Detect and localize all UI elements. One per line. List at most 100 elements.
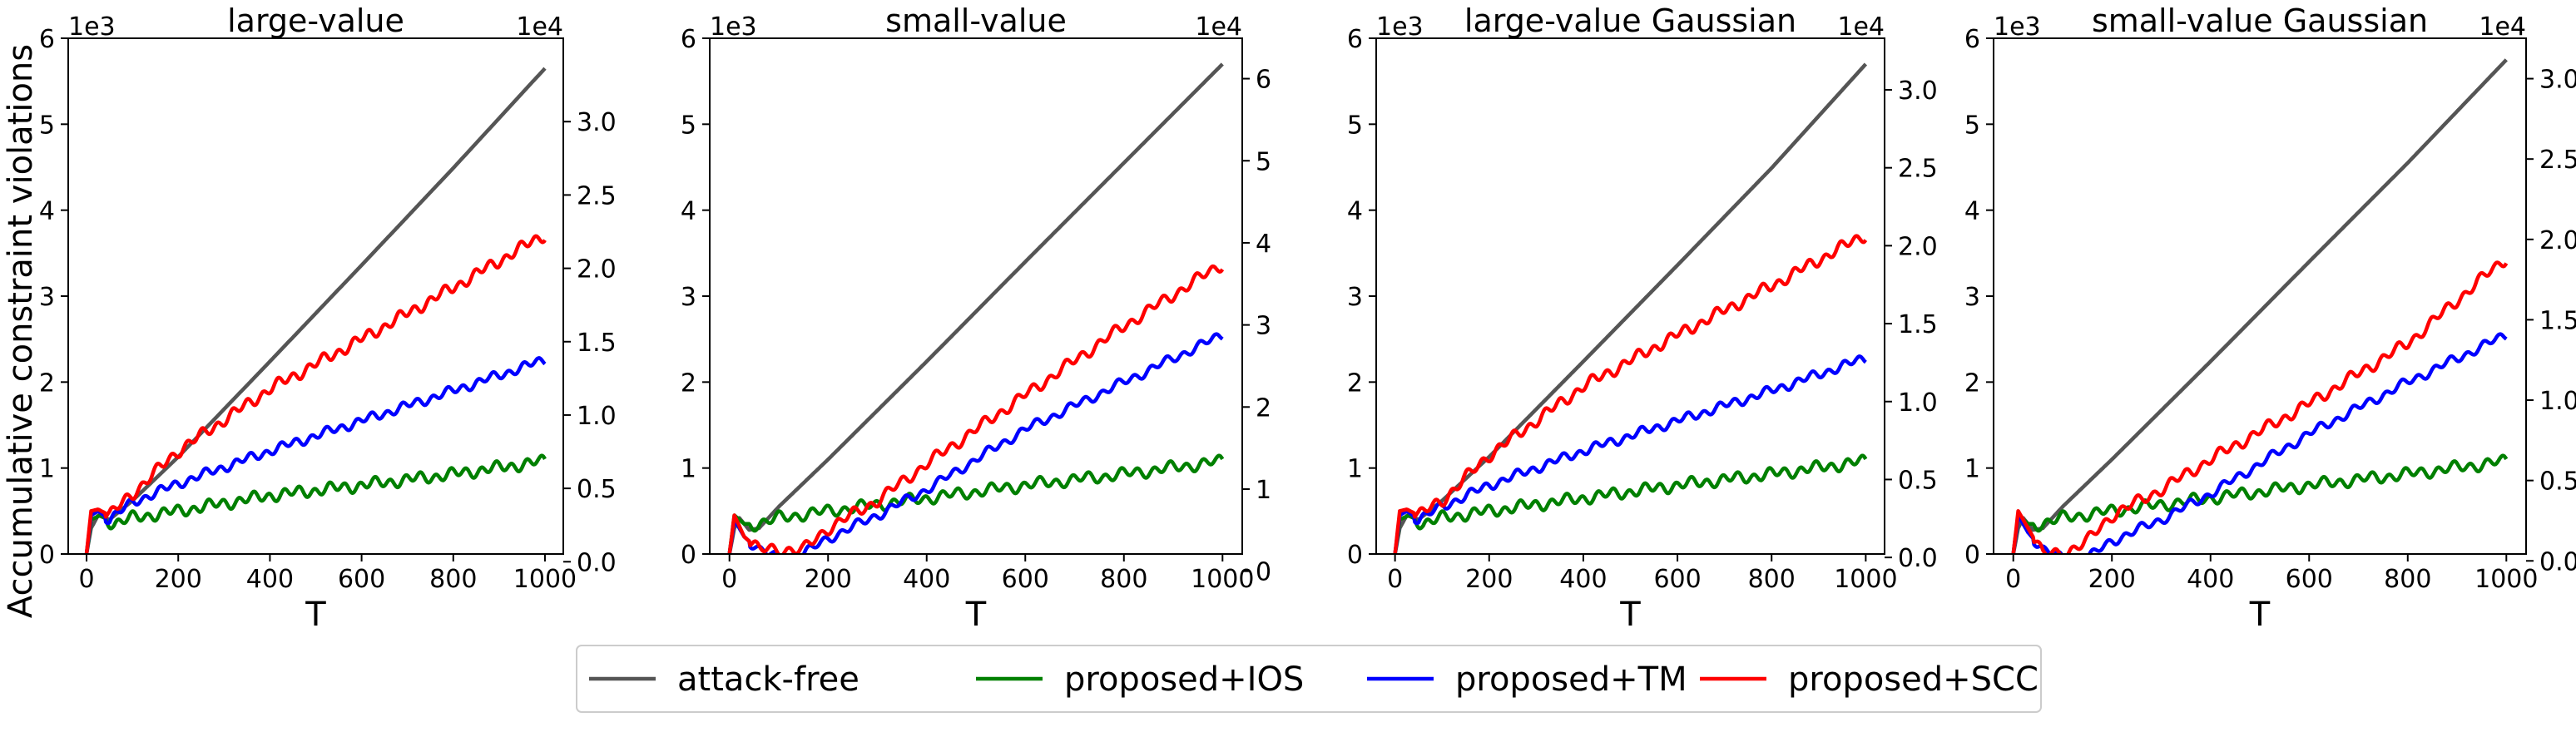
x-tick-label: 400 (903, 565, 950, 594)
secondary-y-tick-label: 0.5 (1898, 466, 1938, 495)
y-tick-label: 1 (681, 455, 696, 484)
y-tick-label: 1 (1347, 455, 1363, 484)
secondary-y-tick-label: 0.5 (577, 475, 617, 504)
y-tick-label: 5 (681, 111, 696, 140)
y-tick-label: 2 (39, 368, 55, 398)
x-tick-label: 400 (1559, 565, 1607, 594)
x-tick-label: 800 (2384, 565, 2431, 594)
secondary-y-tick-label: 3 (1256, 312, 1271, 341)
y-tick-label: 3 (1964, 283, 1980, 312)
x-tick-label: 400 (246, 565, 294, 594)
y-tick-label: 2 (681, 368, 696, 398)
panel-title: large-value Gaussian (1464, 2, 1796, 39)
legend-label: proposed+SCC (1788, 660, 2039, 699)
series-line-proposed+IOS (2011, 453, 2509, 554)
secondary-y-tick-label: 2.5 (1898, 155, 1938, 184)
series-line-proposed+SCC (2011, 260, 2509, 554)
x-tick-label: 1000 (1191, 565, 1254, 594)
y-tick-label: 4 (681, 197, 696, 226)
secondary-y-tick-label: 3.0 (2539, 66, 2576, 95)
secondary-y-tick-label: 1.5 (1898, 310, 1938, 339)
y-tick-label: 3 (681, 283, 696, 312)
secondary-y-tick-label: 3.0 (577, 108, 617, 137)
y-multiplier-label: 1e3 (1376, 12, 1424, 42)
x-tick-label: 0 (721, 565, 737, 594)
series-line-proposed+IOS (727, 453, 1225, 554)
panel-title: small-value (885, 2, 1067, 39)
x-tick-label: 200 (805, 565, 852, 594)
series-line-proposed+TM (2011, 332, 2508, 554)
secondary-y-tick-label: 5 (1256, 147, 1271, 176)
x-tick-label: 1000 (2474, 565, 2538, 594)
x-tick-label: 600 (1653, 565, 1701, 594)
plot-frame (1375, 37, 1885, 555)
x-tick-label: 400 (2187, 565, 2234, 594)
chart-panel-2: small-value 0 200 400 600 800 1000 T 0 1 2 3 4 5 6 1e3 0… (681, 2, 1271, 634)
legend-label: proposed+TM (1455, 660, 1687, 699)
x-tick-label: 200 (1465, 565, 1513, 594)
secondary-y-tick-label: 2.5 (2539, 146, 2576, 175)
x-tick-label: 800 (1748, 565, 1796, 594)
secondary-y-tick-label: 2.0 (1898, 232, 1938, 261)
chart-panel-3: large-value Gaussian 0 200 400 600 800 1000 T 0 1… (1347, 2, 1938, 634)
secondary-y-tick-label: 1.5 (2539, 306, 2576, 335)
y-tick-label: 1 (1964, 455, 1980, 484)
x-axis-label: T (1619, 596, 1641, 634)
secondary-y-tick-label: 2.0 (577, 255, 617, 284)
x-axis-label: T (965, 596, 987, 634)
x-tick-label: 0 (1387, 565, 1403, 594)
y-tick-label: 4 (1347, 197, 1363, 226)
x-axis-label: T (2249, 596, 2271, 634)
x-tick-label: 800 (1100, 565, 1147, 594)
series-line-proposed+SCC (84, 234, 547, 554)
secondary-y-tick-label: 6 (1256, 66, 1271, 95)
y-tick-label: 1 (39, 455, 55, 484)
series-line-attack-free (2011, 58, 2508, 554)
y-multiplier-label: 1e3 (1994, 12, 2041, 42)
chart-panel-1: large-value 0 200 400 600 800 1000 T 0 1 2 3 4 5 6 1e3 0… (39, 2, 617, 634)
x-axis-label: T (305, 596, 326, 634)
series-line-proposed+SCC (1393, 234, 1868, 554)
y-tick-label: 5 (1347, 111, 1363, 140)
series-line-proposed+TM (84, 356, 547, 554)
secondary-y-tick-label: 1.0 (2539, 387, 2576, 416)
legend-box (576, 645, 2042, 713)
x-tick-label: 600 (338, 565, 385, 594)
secondary-y-tick-label: 2 (1256, 393, 1271, 423)
secondary-y-tick-label: 0.0 (1898, 544, 1938, 573)
secondary-y-multiplier-label: 1e4 (516, 12, 563, 42)
secondary-y-multiplier-label: 1e4 (2479, 12, 2526, 42)
secondary-y-tick-label: 1.0 (1898, 388, 1938, 418)
panel-title: large-value (227, 2, 404, 39)
series-line-proposed+SCC (727, 264, 1225, 554)
y-tick-label: 6 (681, 25, 696, 54)
x-tick-label: 1000 (1834, 565, 1897, 594)
y-tick-label: 6 (1347, 25, 1363, 54)
y-tick-label: 0 (1347, 541, 1363, 570)
panel-title: small-value Gaussian (2092, 2, 2428, 39)
y-tick-label: 5 (1964, 111, 1980, 140)
y-tick-label: 0 (681, 541, 696, 570)
y-tick-label: 3 (39, 283, 55, 312)
secondary-y-tick-label: 4 (1256, 230, 1271, 259)
x-tick-label: 0 (2005, 565, 2021, 594)
legend-label: proposed+IOS (1064, 660, 1304, 699)
y-tick-label: 6 (1964, 25, 1980, 54)
secondary-y-tick-label: 2.0 (2539, 226, 2576, 255)
x-tick-label: 1000 (513, 565, 577, 594)
legend-label: attack-free (677, 660, 859, 699)
series-line-proposed+IOS (84, 453, 547, 554)
x-tick-label: 200 (155, 565, 202, 594)
secondary-y-tick-label: 2.5 (577, 181, 617, 210)
secondary-y-tick-label: 0.0 (577, 548, 617, 577)
series-line-proposed+TM (727, 332, 1224, 554)
y-multiplier-label: 1e3 (68, 12, 116, 42)
legend: attack-free proposed+IOS proposed+TM propos… (576, 645, 2042, 713)
y-tick-label: 4 (1964, 197, 1980, 226)
y-tick-label: 0 (39, 541, 55, 570)
series-line-attack-free (727, 62, 1224, 554)
y-tick-label: 4 (39, 197, 55, 226)
y-tick-label: 2 (1964, 368, 1980, 398)
y-tick-label: 2 (1347, 368, 1363, 398)
x-tick-label: 800 (429, 565, 477, 594)
